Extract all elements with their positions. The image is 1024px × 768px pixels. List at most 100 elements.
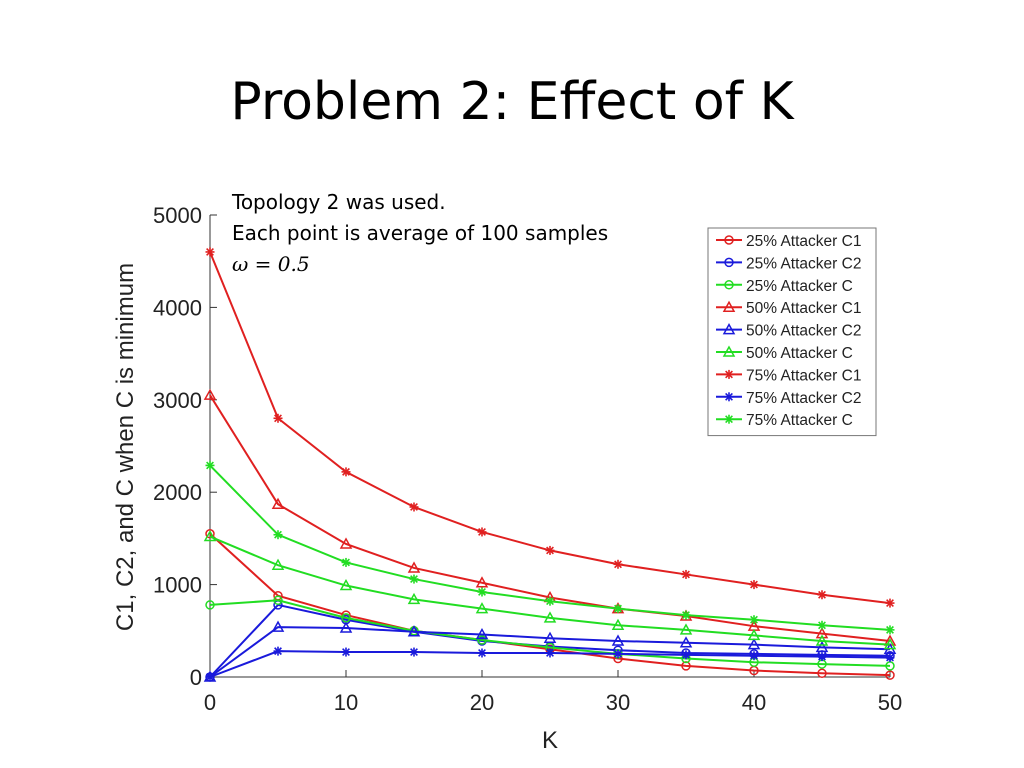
- slide-title: Problem 2: Effect of K: [230, 72, 794, 132]
- data-point: [205, 247, 215, 257]
- legend-label: 50% Attacker C1: [746, 300, 861, 317]
- x-tick-label: 30: [606, 690, 630, 715]
- data-point: [341, 647, 351, 657]
- series-line: [209, 535, 891, 646]
- legend-marker: [724, 257, 734, 268]
- data-point: [747, 628, 761, 641]
- data-point: [407, 625, 421, 637]
- data-point: [475, 602, 489, 614]
- x-tick-label: 10: [334, 690, 358, 715]
- data-point: [339, 621, 353, 633]
- note-samples: Each point is average of 100 samples: [232, 221, 609, 245]
- legend-label: 25% Attacker C2: [746, 255, 861, 272]
- y-tick-label: 3000: [153, 388, 202, 413]
- legend-item: 50% Attacker C: [716, 345, 853, 362]
- legend-label: 75% Attacker C2: [746, 390, 861, 407]
- x-tick-label: 0: [204, 690, 216, 715]
- data-point: [271, 497, 285, 509]
- data-point: [409, 502, 419, 512]
- data-point: [817, 620, 827, 630]
- data-point: [273, 646, 283, 656]
- data-point: [341, 557, 351, 567]
- data-point: [817, 590, 827, 600]
- data-point: [817, 652, 827, 662]
- data-point: [545, 545, 555, 555]
- series-6: [203, 530, 897, 650]
- legend-item: 75% Attacker C1: [716, 367, 861, 384]
- data-point: [885, 598, 895, 608]
- data-point: [679, 623, 693, 635]
- legend-marker: [724, 280, 734, 290]
- legend-marker: [722, 323, 736, 335]
- axis-ticks: 0 10 20 30 40 50 0 1000 2000 3000 4000 5000: [153, 203, 902, 715]
- legend-label: 25% Attacker C: [746, 278, 853, 295]
- data-point: [817, 668, 827, 679]
- legend-item: 50% Attacker C2: [716, 323, 861, 340]
- series-line: [209, 626, 891, 678]
- note-omega: ω = 0.5: [232, 252, 310, 276]
- legend-label: 75% Attacker C: [746, 412, 853, 429]
- data-point: [613, 604, 623, 614]
- data-point: [475, 627, 489, 640]
- data-point: [205, 529, 215, 539]
- data-point: [611, 634, 625, 646]
- data-point: [883, 638, 897, 650]
- plot-frame: [209, 215, 890, 678]
- series-line: [209, 599, 891, 667]
- y-tick-label: 4000: [153, 295, 202, 320]
- legend-label: 50% Attacker C: [746, 345, 853, 362]
- x-tick-label: 20: [470, 690, 494, 715]
- x-axis-label: K: [542, 727, 558, 754]
- data-point: [611, 618, 625, 631]
- data-point: [749, 651, 759, 661]
- y-tick-label: 5000: [153, 203, 202, 228]
- legend-item: 25% Attacker C2: [716, 255, 861, 272]
- y-tick-label: 2000: [153, 480, 202, 505]
- series-8: [205, 646, 895, 682]
- legend-item: 75% Attacker C2: [716, 390, 861, 407]
- data-point: [545, 596, 555, 606]
- data-point: [203, 530, 217, 542]
- data-point: [613, 649, 623, 659]
- legend-marker: [724, 235, 734, 245]
- data-point: [613, 559, 623, 569]
- note-topology: Topology 2 was used.: [232, 190, 446, 214]
- data-point: [885, 653, 895, 663]
- legend-marker: [724, 414, 734, 424]
- data-point: [475, 576, 489, 588]
- data-point: [681, 610, 691, 620]
- legend-label: 25% Attacker C1: [746, 233, 861, 250]
- legend-item: 75% Attacker C: [716, 412, 853, 429]
- data-point: [815, 627, 829, 639]
- legend-item: 25% Attacker C: [716, 278, 853, 295]
- legend-marker: [724, 369, 734, 379]
- data-point: [271, 558, 285, 570]
- data-point: [477, 527, 487, 537]
- data-point: [273, 413, 283, 423]
- data-point: [271, 620, 285, 632]
- data-point: [545, 648, 555, 658]
- data-point: [205, 600, 215, 610]
- data-point: [681, 569, 691, 579]
- data-point: [273, 595, 283, 606]
- data-point: [885, 625, 895, 635]
- data-point: [205, 460, 215, 470]
- data-point: [477, 648, 487, 658]
- data-point: [681, 650, 691, 660]
- data-point: [409, 574, 419, 584]
- data-point: [407, 561, 421, 573]
- data-point: [409, 647, 419, 657]
- legend-item: 50% Attacker C1: [716, 300, 861, 317]
- data-point: [543, 631, 557, 643]
- data-point: [679, 636, 693, 648]
- data-point: [339, 578, 353, 591]
- data-point: [477, 587, 487, 597]
- data-point: [341, 467, 351, 477]
- data-point: [203, 388, 217, 400]
- x-tick-label: 50: [878, 690, 902, 715]
- series-9: [205, 460, 895, 635]
- legend-label: 50% Attacker C2: [746, 323, 861, 340]
- legend: 25% Attacker C1 25% Attacker C2 25% Attack…: [707, 227, 877, 437]
- data-point: [543, 611, 557, 623]
